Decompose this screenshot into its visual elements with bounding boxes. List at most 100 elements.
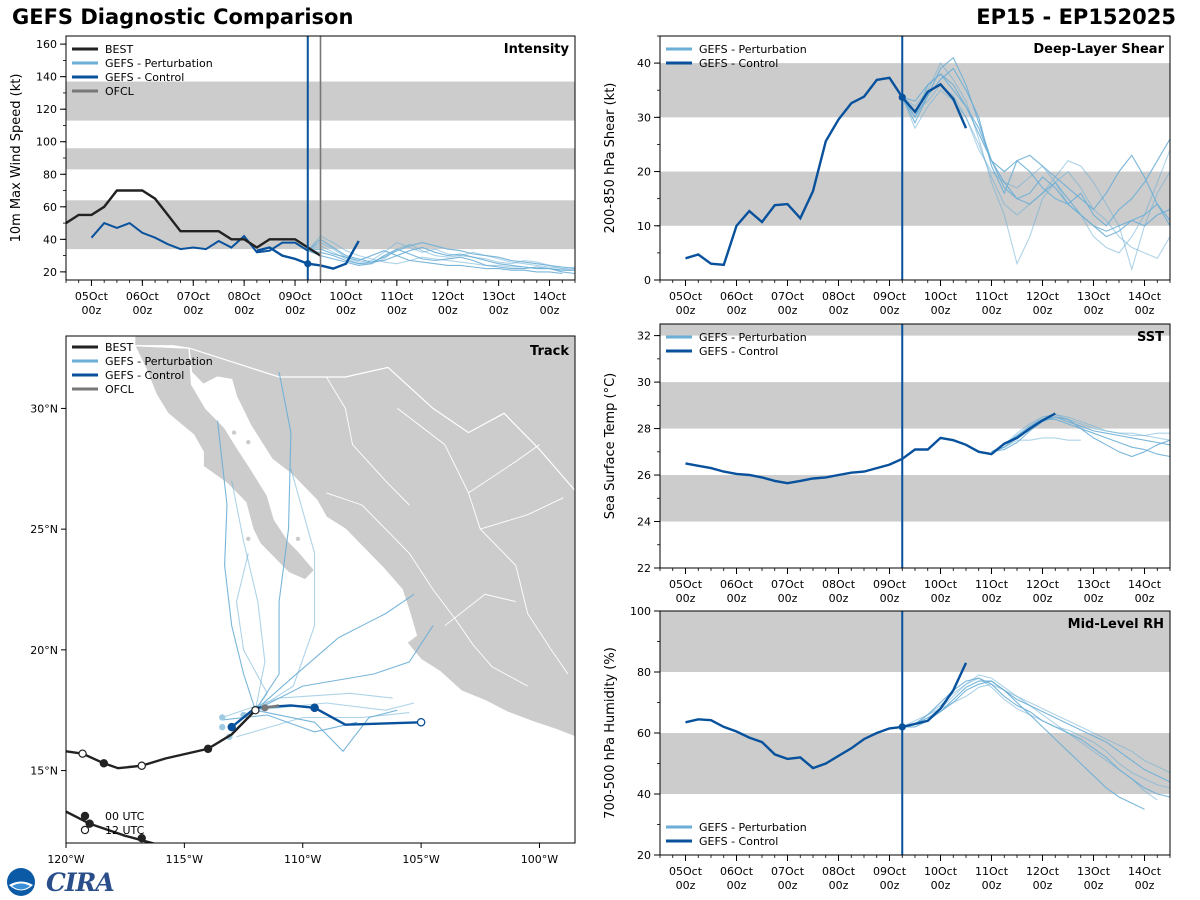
island-3 <box>246 536 251 541</box>
legend-label-gefs-perturbation: GEFS - Perturbation <box>699 331 807 344</box>
sst-x-tick-date: 10Oct <box>924 578 958 591</box>
rh-x-tick-hour: 00z <box>1084 879 1104 892</box>
rh-x-tick-date: 05Oct <box>669 865 703 878</box>
sst-band-0 <box>660 475 1170 522</box>
mexico-mainland <box>134 336 575 738</box>
state-border-7 <box>444 593 516 627</box>
track-axes: 120°W 115°W 110°W 105°W 100°W 15°N 20°N 25°N 30°… <box>30 402 558 866</box>
sst-x-tick-date: 05Oct <box>669 578 703 591</box>
shear-x-tick-date: 08Oct <box>822 290 856 303</box>
rh-x-tick-date: 13Oct <box>1077 865 1111 878</box>
legend-label-best: BEST <box>105 43 133 56</box>
shear-control-line <box>685 76 968 267</box>
intensity-x-tick-date: 10Oct <box>329 290 363 303</box>
sst-panel-title: SST <box>1137 330 1164 345</box>
track-lat-label: 30°N <box>30 402 58 415</box>
shear-panel-title: Deep-Layer Shear <box>1033 42 1164 57</box>
sst-perturbation-1 <box>991 414 1170 453</box>
intensity-x-tick-date: 06Oct <box>126 290 160 303</box>
sst-y-axis-label: Sea Surface Temp (°C) <box>603 373 618 520</box>
track-frame <box>65 335 576 844</box>
track-best-point <box>251 706 260 715</box>
rh-perturbation-1 <box>902 677 1170 789</box>
track-control-point <box>227 722 236 732</box>
cira-logo: CIRA <box>6 866 116 898</box>
sst-x-tick-hour: 00z <box>1084 592 1104 605</box>
sst-x-tick-hour: 00z <box>727 592 747 605</box>
state-border-3 <box>432 589 528 687</box>
marker-legend-label: 00 UTC <box>105 810 145 823</box>
sst-x-tick-hour: 00z <box>982 592 1002 605</box>
shear-perturbation-4 <box>902 73 1170 238</box>
intensity-y-axis: 20 40 60 80 100 120 140 160 10m Max Wind Speed (… <box>9 38 66 279</box>
intensity-x-tick-date: 07Oct <box>177 290 211 303</box>
sst-y-tick-label: 22 <box>637 562 651 575</box>
shear-perturbation-0 <box>901 73 1170 232</box>
sst-x-tick-hour: 00z <box>829 592 849 605</box>
shear-perturbation-6 <box>901 56 1170 227</box>
rh-y-tick-label: 100 <box>630 605 651 618</box>
shear-x-tick-date: 09Oct <box>873 290 907 303</box>
track-best-point <box>85 819 94 828</box>
track-lat-label: 20°N <box>30 644 58 657</box>
rh-panel: 20 40 60 80 100 700-500 hPa Humidity (%) 05Oct… <box>603 605 1171 892</box>
intensity-x-tick-hour: 00z <box>438 304 458 317</box>
shear-x-tick-hour: 00z <box>676 304 696 317</box>
track-lon-label: 115°W <box>166 853 203 866</box>
track-panel: 120°W 115°W 110°W 105°W 100°W 15°N 20°N 25°N 30°… <box>30 335 576 866</box>
rh-x-tick-hour: 00z <box>880 879 900 892</box>
intensity-x-tick-hour: 00z <box>540 304 560 317</box>
page-title: GEFS Diagnostic Comparison <box>12 5 354 29</box>
rh-band-0 <box>660 733 1170 794</box>
track-perturbation-8 <box>255 709 398 753</box>
rh-x-tick-hour: 00z <box>676 879 696 892</box>
shear-x-tick-hour: 00z <box>982 304 1002 317</box>
track-perturbation-9 <box>222 692 393 719</box>
sst-y-tick-label: 30 <box>637 376 651 389</box>
legend-label-gefs-control: GEFS - Control <box>699 57 778 70</box>
shear-x-tick-hour: 00z <box>778 304 798 317</box>
shear-x-tick-date: 06Oct <box>720 290 754 303</box>
rh-x-tick-hour: 00z <box>931 879 951 892</box>
sst-plot-area <box>660 324 1170 568</box>
intensity-x-tick-date: 09Oct <box>279 290 313 303</box>
rh-x-tick-hour: 00z <box>778 879 798 892</box>
track-best-point <box>99 759 109 768</box>
sst-frame <box>659 323 1171 569</box>
sst-band-1 <box>660 382 1170 429</box>
sst-x-tick-hour: 00z <box>1135 592 1155 605</box>
shear-band-0 <box>660 171 1170 226</box>
shear-x-tick-hour: 00z <box>931 304 951 317</box>
sst-x-axis: 05Oct00z06Oct00z07Oct00z08Oct00z09Oct00z… <box>659 568 1171 605</box>
rh-y-tick-label: 20 <box>637 849 651 862</box>
marker-legend-symbol <box>80 825 90 835</box>
island-0 <box>231 430 237 435</box>
track-lon-label: 105°W <box>402 853 439 866</box>
intensity-y-axis-label: 10m Max Wind Speed (kt) <box>9 74 24 243</box>
rh-x-tick-date: 08Oct <box>822 865 856 878</box>
rh-y-tick-label: 80 <box>637 666 651 679</box>
intensity-y-tick-label: 40 <box>43 233 57 246</box>
track-panel-title: Track <box>530 344 569 359</box>
shear-plot-area <box>660 36 1170 280</box>
intensity-plot-area <box>66 36 575 280</box>
shear-x-tick-hour: 00z <box>1084 304 1104 317</box>
shear-x-tick-date: 10Oct <box>924 290 958 303</box>
intensity-x-tick-date: 14Oct <box>533 290 567 303</box>
track-perturbation-3 <box>255 468 316 711</box>
track-control-point <box>416 718 426 727</box>
track-perturbation-6 <box>255 625 434 711</box>
shear-x-tick-date: 12Oct <box>1026 290 1060 303</box>
track-lon-label: 120°W <box>47 853 84 866</box>
shear-perturbation-1 <box>901 62 1170 266</box>
track-map-area <box>66 336 575 843</box>
track-lon-label: 110°W <box>284 853 321 866</box>
us-mexico-border <box>134 345 575 491</box>
rh-x-tick-hour: 00z <box>829 879 849 892</box>
shear-band-1 <box>660 63 1170 118</box>
intensity-x-tick-hour: 00z <box>132 304 152 317</box>
